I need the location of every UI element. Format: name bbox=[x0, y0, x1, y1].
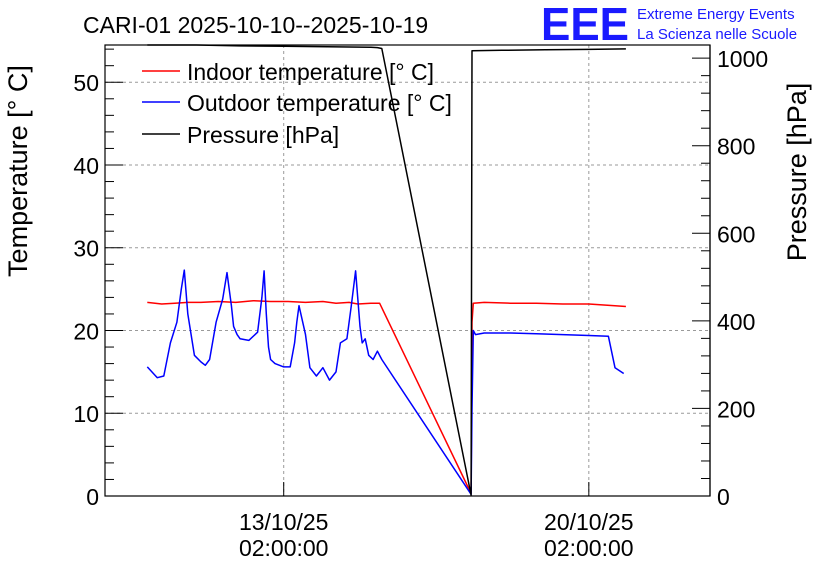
y-tick-label: 0 bbox=[86, 484, 99, 510]
x-tick-label-time: 02:00:00 bbox=[544, 535, 634, 561]
grid bbox=[105, 45, 710, 496]
legend-label-indoor: Indoor temperature [° C] bbox=[187, 59, 434, 85]
legend: Indoor temperature [° C] Outdoor tempera… bbox=[142, 59, 452, 148]
series-line-pressure bbox=[147, 44, 626, 496]
y2-tick-label: 200 bbox=[717, 396, 755, 422]
logo-mark: EEE bbox=[541, 0, 629, 50]
y-tick-label: 50 bbox=[73, 70, 99, 96]
logo-line1: Extreme Energy Events bbox=[637, 6, 795, 23]
y-axis-label: Temperature [° C] bbox=[3, 65, 33, 277]
y2-tick-label: 0 bbox=[717, 484, 730, 510]
eee-logo: EEE Extreme Energy Events La Scienza nel… bbox=[541, 0, 797, 50]
logo-line2: La Scienza nelle Scuole bbox=[637, 26, 797, 43]
y-tick-label: 10 bbox=[73, 401, 99, 427]
y2-tick-label: 600 bbox=[717, 221, 755, 247]
y-tick-label: 30 bbox=[73, 236, 99, 262]
y2-tick-label: 800 bbox=[717, 134, 755, 160]
series-line-indoor bbox=[147, 299, 626, 495]
y-tick-label: 40 bbox=[73, 153, 99, 179]
x-tick-label-date: 20/10/25 bbox=[544, 509, 634, 535]
chart-title: CARI-01 2025-10-10--2025-10-19 bbox=[83, 12, 428, 38]
y-tick-label: 20 bbox=[73, 318, 99, 344]
y2-tick-label: 400 bbox=[717, 309, 755, 335]
legend-label-outdoor: Outdoor temperature [° C] bbox=[187, 90, 452, 116]
legend-label-pressure: Pressure [hPa] bbox=[187, 122, 339, 148]
x-tick-label-date: 13/10/25 bbox=[239, 509, 329, 535]
x-tick-label-time: 02:00:00 bbox=[239, 535, 329, 561]
y2-axis-label: Pressure [hPa] bbox=[782, 83, 812, 262]
axis-ticks: 0102030405013/10/2502:00:0020/10/2502:00… bbox=[73, 46, 768, 561]
y2-tick-label: 1000 bbox=[717, 46, 768, 72]
plot-series bbox=[146, 44, 626, 496]
